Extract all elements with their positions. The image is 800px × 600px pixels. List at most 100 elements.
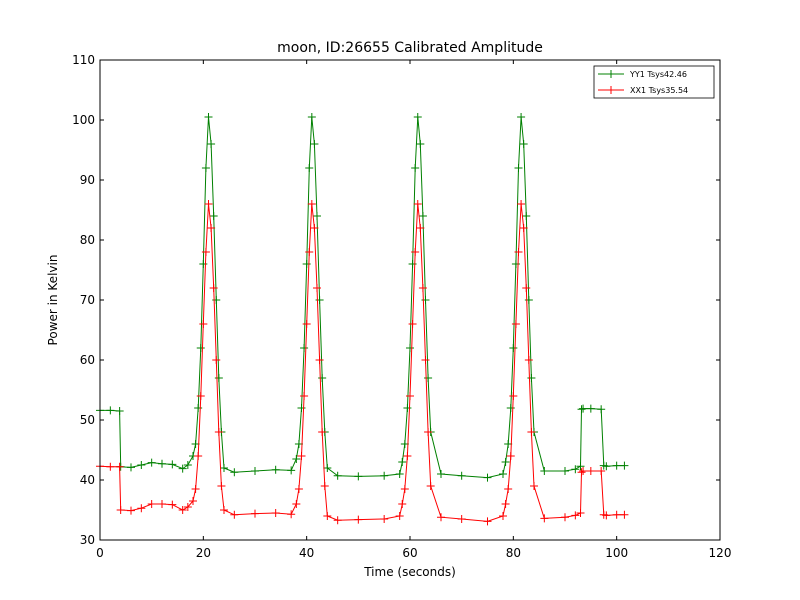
y-tick-label: 70 [80, 293, 95, 307]
data-point [189, 497, 197, 505]
data-point [530, 482, 538, 490]
data-point [602, 511, 611, 520]
data-point [576, 509, 585, 517]
data-point [579, 467, 588, 475]
data-point [426, 482, 435, 490]
data-point [137, 461, 146, 469]
data-point [137, 504, 146, 513]
y-tick-label: 80 [80, 233, 95, 247]
data-point [230, 510, 239, 519]
data-point [577, 468, 586, 477]
data-point [310, 224, 319, 232]
data-point [333, 516, 342, 525]
data-point [437, 513, 445, 522]
data-point [620, 461, 629, 470]
legend-swatch-marker [607, 86, 615, 94]
data-point [323, 512, 332, 520]
data-point [178, 506, 187, 514]
data-point [424, 374, 433, 382]
data-point [416, 224, 425, 232]
data-point [214, 374, 223, 382]
data-point [517, 200, 526, 208]
data-point [597, 405, 606, 414]
data-point [400, 485, 409, 493]
data-point [302, 320, 311, 328]
data-point [217, 482, 226, 490]
data-point [323, 464, 332, 472]
data-point [511, 320, 520, 328]
data-point [403, 404, 412, 412]
data-point [579, 404, 588, 413]
data-point [522, 284, 531, 292]
data-point [207, 224, 216, 232]
data-point [297, 404, 306, 412]
y-tick-label: 100 [72, 113, 95, 127]
legend-box [593, 65, 715, 99]
data-point [408, 320, 417, 328]
data-point [571, 511, 580, 520]
data-point [517, 113, 526, 121]
data-point [406, 392, 414, 400]
data-point [287, 510, 296, 519]
data-point [209, 212, 218, 220]
data-point [418, 284, 427, 292]
x-tick-label: 60 [402, 546, 417, 560]
data-point [212, 356, 221, 364]
data-point [318, 374, 327, 382]
data-point [577, 405, 586, 414]
data-point [524, 296, 533, 304]
data-point [116, 506, 125, 514]
legend: YY1 Tsys42.46 XX1 Tsys35.54 [593, 65, 715, 99]
data-point [199, 320, 208, 328]
data-point [506, 404, 515, 412]
data-point [212, 296, 221, 304]
legend-entry-label: YY1 Tsys42.46 [629, 70, 687, 79]
data-point [514, 248, 523, 256]
data-point [251, 509, 259, 518]
x-axis-label: Time (seconds) [363, 565, 456, 579]
data-point [127, 463, 135, 472]
data-point [209, 284, 218, 292]
data-point [413, 200, 422, 208]
data-point [519, 224, 528, 232]
data-point [406, 344, 414, 352]
data-point [204, 200, 213, 208]
data-point [158, 459, 166, 468]
legend-swatch-marker [607, 70, 615, 78]
data-point [214, 428, 223, 436]
data-point [413, 113, 422, 121]
data-point [418, 212, 427, 220]
data-point [519, 140, 528, 148]
data-point [194, 404, 203, 412]
data-point [499, 470, 507, 478]
y-tick-label: 60 [80, 353, 95, 367]
data-point [307, 200, 316, 208]
data-point [597, 467, 606, 475]
data-point [612, 461, 621, 470]
data-point [183, 461, 192, 469]
data-point [147, 500, 156, 508]
data-point [115, 407, 124, 415]
data-point [586, 404, 595, 413]
series-2 [96, 200, 629, 526]
data-point [115, 462, 124, 471]
data-point [437, 470, 445, 478]
data-point [421, 356, 430, 364]
data-point [522, 212, 531, 220]
chart-title: moon, ID:26655 Calibrated Amplitude [277, 40, 543, 56]
x-tick-label: 120 [709, 546, 732, 560]
data-point [457, 515, 466, 523]
data-point [483, 473, 492, 482]
data-point [305, 164, 314, 172]
data-point [204, 113, 213, 121]
data-point [271, 465, 280, 474]
data-point [501, 500, 510, 508]
x-tick-label: 40 [299, 546, 314, 560]
y-tick-label: 90 [80, 173, 95, 187]
data-point [395, 512, 404, 520]
data-point [514, 164, 523, 172]
data-point [315, 356, 324, 364]
data-point [320, 482, 329, 490]
data-point [178, 464, 187, 473]
data-point [230, 468, 239, 477]
